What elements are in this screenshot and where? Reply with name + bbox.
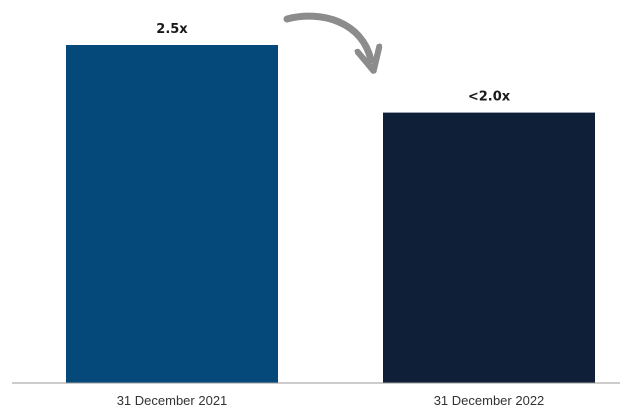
bar-1 xyxy=(66,45,278,383)
bar-2 xyxy=(383,112,595,383)
x-tick-label-2: 31 December 2022 xyxy=(434,393,545,408)
trend-arrow xyxy=(283,12,371,60)
data-label-1: 2.5x xyxy=(156,22,188,37)
data-label-2: <2.0x xyxy=(468,90,511,105)
x-tick-label-1: 31 December 2021 xyxy=(117,393,228,408)
